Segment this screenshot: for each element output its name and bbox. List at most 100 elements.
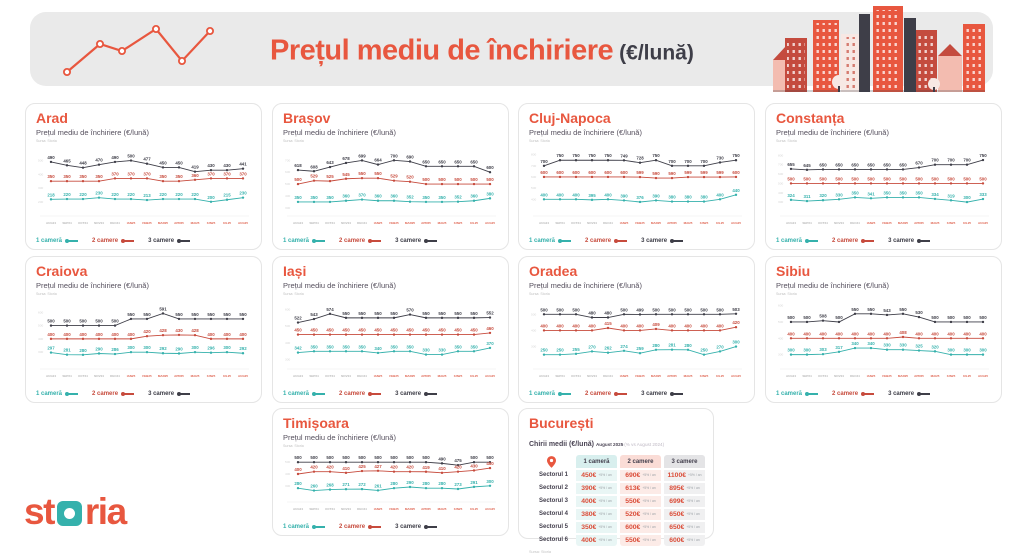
price-cell: 600€ +5% / an [664,534,705,546]
data-label: 419 [191,165,199,170]
data-point [241,352,245,355]
data-label: 408 [899,330,907,335]
data-point [869,346,873,350]
page-title: Prețul mediu de închiriere (€/lună) [270,31,694,68]
data-point [901,348,905,351]
x-axis-label: MAI25 [684,221,693,225]
city-title: Brașov [283,110,331,126]
data-point [805,182,809,185]
data-point [734,159,738,162]
data-label: 352 [406,195,414,200]
data-point [670,164,674,168]
price-line-chart: 300 400 500 600 700 800 AUG24 SEP24 OCT24 NOV24 DE… [778,153,989,225]
x-axis-label: AUG24 [786,374,796,378]
legend-marker [861,239,875,243]
data-label: 280 [438,481,446,486]
data-label: 500 [883,176,891,181]
data-point [670,329,674,332]
data-point [853,168,857,171]
data-point [360,350,364,353]
data-label: 350 [358,344,366,349]
price-value: 600€ [625,523,641,531]
city-title: Constanța [776,110,845,126]
chart-legend: 1 cameră 2 camere 3 camere [529,238,684,244]
data-label: 324 [787,193,795,198]
legend-marker [312,392,326,396]
data-label: 470 [95,158,103,163]
data-point [209,337,213,341]
data-label: 550 [390,311,398,316]
data-label: 350 [79,174,87,179]
data-label: 400 [620,323,628,328]
x-axis-label: IUN25 [947,221,956,225]
data-point [344,471,348,475]
city-title: București [529,415,594,431]
data-label: 500 [438,177,446,182]
y-axis-tick: 300 [285,484,290,488]
data-label: 262 [604,346,612,351]
data-label: 250 [540,348,548,353]
data-label: 500 [422,455,430,460]
data-label: 270 [716,344,724,349]
x-axis-label: IAN25 [374,507,383,511]
price-value: 690€ [625,471,641,479]
data-point [456,182,460,186]
yoy-delta: +5% / an [642,512,656,517]
data-point [193,333,197,337]
data-label: 550 [422,311,430,316]
data-label: 430 [175,328,183,333]
legend-item: 2 camere [585,391,628,397]
data-point [328,350,332,353]
data-label: 550 [454,311,462,316]
rent-table: 1 cameră 2 camere 3 camere Sectorul 1 450€ +5… [529,455,705,546]
data-label: 350 [326,195,334,200]
city-title: Cluj-Napoca [529,110,611,126]
data-label: 450 [342,328,350,333]
data-label: 400 [588,323,596,328]
x-axis-label: MAR25 [405,221,416,225]
data-point [312,317,316,321]
data-label: 420 [310,465,318,470]
source-label: Sursa: Storia [529,550,551,554]
data-point [901,196,905,199]
y-axis-tick: 600 [778,304,783,308]
data-label: 700 [947,158,955,163]
legend-item: 3 camere [888,238,931,244]
data-point [392,486,396,490]
legend-label: 3 camere [888,391,915,397]
x-axis-label: IUN25 [454,507,463,511]
legend-label: 3 camere [641,238,668,244]
yoy-delta: +5% / an [686,525,700,530]
x-axis-label: DEC24 [603,374,613,378]
data-label: 450 [454,328,462,333]
city-chart-panel: Arad Prețul mediu de închiriere (€/lună)… [25,103,262,250]
x-axis-label: MAI25 [191,221,200,225]
data-label: 490 [47,155,55,160]
yoy-delta: +5% / an [642,486,656,491]
data-label: 650 [454,159,462,164]
x-axis-label: MAR25 [898,374,909,378]
data-label: 450 [390,328,398,333]
data-label: 215 [223,193,231,198]
data-point [376,351,380,355]
chart-subtitle: Prețul mediu de închiriere (€/lună) [529,281,642,290]
yoy-delta: +5% / an [686,512,700,517]
price-value: 613€ [625,484,641,492]
data-label: 750 [604,153,612,158]
x-axis-label: MAR25 [651,374,662,378]
data-label: 342 [294,346,302,351]
data-label: 330 [883,343,891,348]
data-label: 400 [556,323,564,328]
data-point [885,313,889,317]
data-point [837,350,841,354]
price-cell: 350€ +5% / an [576,521,617,533]
data-label: 650 [835,162,843,167]
x-axis-label: OCT24 [78,374,88,378]
data-label: 420 [390,465,398,470]
data-label: 400 [883,331,891,336]
price-cell: 550€ +5% / an [620,534,661,546]
data-point [574,313,578,316]
data-point [424,316,428,320]
data-label: 360 [470,194,478,199]
